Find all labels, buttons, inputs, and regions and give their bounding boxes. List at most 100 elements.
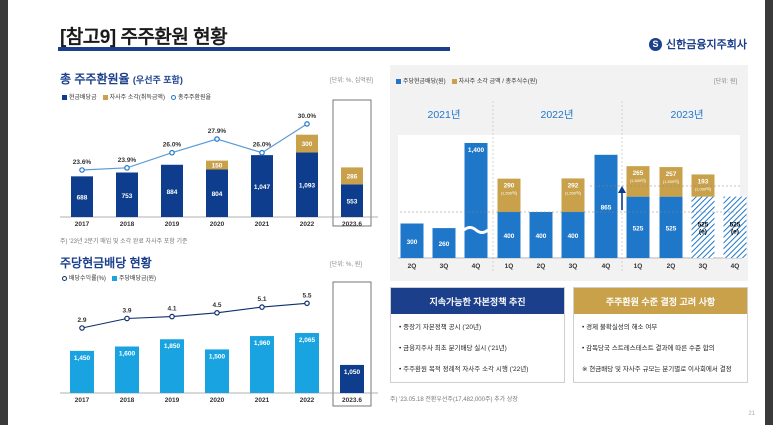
point-total-return (304, 121, 310, 127)
brand-name: 신한금융지주회사 (666, 39, 747, 51)
list-item: 경제 불확실성의 해소 여부 (582, 321, 739, 331)
bar-dps (115, 346, 139, 393)
bar-sublabel-buyback-amount: (1,500억) (501, 190, 518, 196)
x-tick-label: 2Q (537, 263, 546, 270)
return-factors-box: 주주환원 수준 결정 고려 사항 경제 불확실성의 해소 여부 감독당국 스트레… (573, 287, 748, 383)
total-return-title-text: 총 주주환원율 (60, 72, 130, 86)
bar-label-quarterly-dps: 400 (504, 233, 515, 240)
capital-policy-list: 중장기 자본정책 공시 ('20년) 금융지주사 최초 분기배당 실시 ('21… (391, 314, 564, 373)
point-total-return (124, 165, 130, 171)
total-return-chart: 688 2017 753 2018 884 2019 804 150 2020 1,047 2021… (60, 99, 378, 228)
bar-cash-dividend (116, 172, 138, 217)
bar-label-quarterly-dps: 525 (666, 225, 677, 232)
bar-label-cash-dividend: 1,047 (254, 184, 271, 191)
point-label-total-return: 23.9% (118, 157, 137, 164)
x-tick-label: 2022 (300, 221, 315, 228)
page-title: [참고9] 주주환원 현황 (60, 27, 228, 48)
list-item: ※ 현금배당 및 자사주 규모는 분기별로 이사회에서 결정 (582, 366, 732, 373)
list-item: 감독당국 스트레스테스트 결과에 따른 수준 합의 (582, 342, 739, 352)
bar-label-cash-dividend: 884 (167, 189, 178, 196)
bar-cash-dividend (71, 176, 93, 217)
point-label-total-return: 23.6% (73, 159, 92, 166)
highlight-2023-box (332, 281, 372, 407)
bar-dps (340, 364, 364, 393)
bar-quarterly-dps (561, 212, 585, 258)
bar-label-buyback-per-share: 193 (698, 178, 709, 185)
point-total-return (214, 136, 220, 142)
point-dividend-yield (124, 315, 130, 322)
highlight-2023-box (332, 99, 372, 227)
title-underline (58, 47, 450, 51)
quarterly-note: 주) '23.05.18 전환우선주(17,482,000주) 추가 상장 (390, 397, 518, 403)
bar-label-buyback-per-share: 292 (568, 182, 579, 189)
bar-dps (250, 336, 274, 393)
bar-label-quarterly-dps: 525 (698, 221, 709, 228)
x-tick-label: 2023.6 (342, 397, 362, 404)
year-label: 2022년 (540, 109, 573, 121)
point-dividend-yield (259, 304, 265, 310)
x-tick-label: 3Q (440, 263, 449, 270)
quarterly-unit: [단위: 원] (714, 79, 738, 85)
bar-buyback-per-share (561, 178, 585, 212)
brand-logo: S 신한금융지주회사 (649, 36, 747, 52)
x-tick-label: 2Q (408, 263, 417, 270)
bar-cash-dividend (206, 169, 228, 217)
point-dividend-yield (169, 313, 175, 320)
x-tick-label: 2020 (210, 397, 225, 404)
x-tick-label: 2021 (255, 221, 270, 228)
bar-cash-dividend (161, 164, 183, 217)
point-label-total-return: 26.0% (253, 142, 272, 149)
return-factors-title: 주주환원 수준 결정 고려 사항 (574, 288, 747, 314)
total-return-title: 총 주주환원율 (우선주 포함) (60, 70, 183, 87)
bar-dps (70, 350, 94, 393)
point-label-dividend-yield: 2.9 (77, 317, 86, 324)
bar-label-dps: 2,065 (299, 337, 316, 344)
list-item: 주주환원 목적 정례적 자사주 소각 시행 ('22년) (399, 363, 556, 373)
point-total-return (79, 167, 85, 173)
page-number: 21 (748, 411, 755, 417)
x-tick-label: 2017 (75, 397, 90, 404)
quarterly-chart: 2021년 2022년 2023년3002Q2603Q1,4004Q400290(1… (398, 101, 747, 273)
bar-label-quarterly-dps: 525 (730, 221, 741, 228)
x-tick-label: 4Q (602, 263, 611, 270)
bar-cash-dividend (251, 155, 273, 217)
bar-label-dps: 1,600 (119, 351, 136, 358)
legend-dps: 주당배당금(원) (111, 273, 156, 282)
x-tick-label: 2021 (255, 397, 270, 404)
quarterly-legend: 주당현금배당(원) 자사주 소각 금액 / 총주식수(원) (396, 76, 537, 85)
bar-label-quarterly-dps: 400 (568, 233, 579, 240)
x-tick-label: 2018 (120, 397, 135, 404)
bar-label-quarterly-dps: (e) (731, 228, 739, 235)
legend-total-return-ratio: 총주주환원율 (170, 92, 211, 101)
bar-label-cash-dividend: 753 (122, 193, 133, 200)
increase-arrow-head (618, 186, 626, 193)
bar-quarterly-dps (497, 212, 521, 258)
x-tick-label: 2Q (667, 263, 676, 270)
bar-buyback-per-share (626, 166, 650, 197)
bar-label-quarterly-dps: 1,400 (468, 147, 485, 154)
shinhan-logo-icon: S (649, 37, 663, 51)
year-label: 2021년 (427, 109, 460, 121)
point-dividend-yield (214, 309, 220, 316)
point-label-total-return: 26.0% (163, 142, 182, 149)
point-label-dividend-yield: 5.1 (257, 296, 266, 303)
total-return-subtitle: (우선주 포함) (132, 75, 183, 85)
bar-buyback-per-share (659, 167, 683, 197)
point-label-dividend-yield: 4.5 (212, 302, 221, 309)
point-label-total-return: 30.0% (298, 113, 317, 120)
point-total-return (259, 149, 265, 156)
point-label-dividend-yield: 3.9 (122, 308, 131, 315)
bar-cash-dividend (296, 152, 318, 217)
legend-yield: 배당수익률(%) (62, 273, 106, 282)
x-tick-label: 1Q (634, 263, 643, 270)
line-dividend-yield (81, 302, 308, 329)
bar-label-buyback-per-share: 290 (504, 183, 515, 190)
x-tick-label: 1Q (505, 263, 514, 270)
bar-label-cash-dividend: 1,093 (299, 183, 316, 190)
x-tick-label: 4Q (731, 263, 740, 270)
bar-buyback (341, 167, 363, 185)
dps-chart: 1,450 2017 1,600 2018 1,850 2019 1,500 2020 1,96… (60, 281, 378, 407)
point-dividend-yield (304, 300, 310, 307)
point-dividend-yield (79, 325, 85, 331)
bar-buyback-per-share (497, 178, 521, 212)
